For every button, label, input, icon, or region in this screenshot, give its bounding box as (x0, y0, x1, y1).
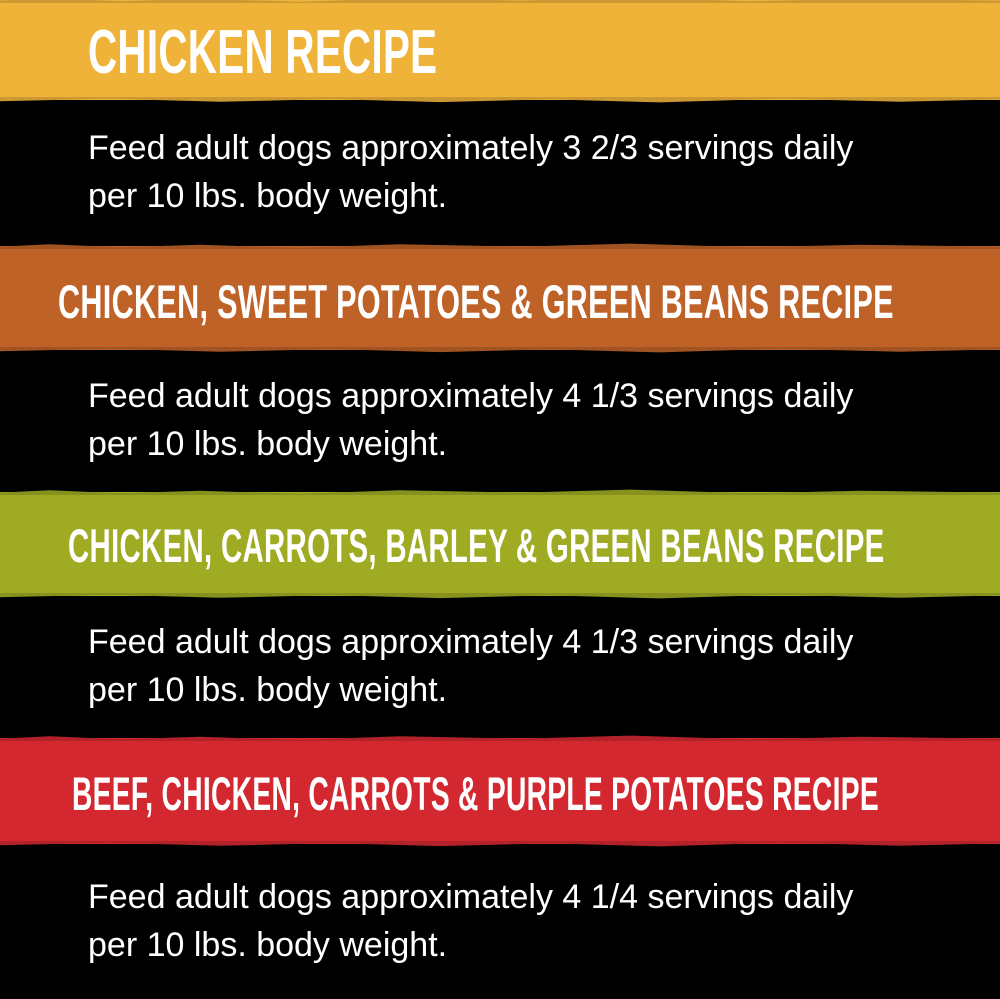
sweet-potatoes-recipe-banner: CHICKEN, SWEET POTATOES & GREEN BEANS RE… (0, 246, 1000, 350)
chicken-recipe-banner: CHICKEN RECIPE (0, 0, 1000, 100)
feeding-instructions: Feed adult dogs approximately 4 1/3 serv… (88, 372, 853, 468)
feeding-line: Feed adult dogs approximately 4 1/3 serv… (88, 377, 854, 415)
barley-recipe-banner: CHICKEN, CARROTS, BARLEY & GREEN BEANS R… (0, 492, 1000, 596)
recipe-title: CHICKEN RECIPE (88, 18, 438, 87)
feeding-line: Feed adult dogs approximately 3 2/3 serv… (88, 129, 854, 167)
feeding-line: per 10 lbs. body weight. (88, 177, 448, 215)
feeding-line: Feed adult dogs approximately 4 1/3 serv… (88, 623, 854, 661)
feeding-instructions: Feed adult dogs approximately 3 2/3 serv… (88, 124, 853, 220)
recipe-title: CHICKEN, SWEET POTATOES & GREEN BEANS RE… (58, 275, 894, 328)
beef-recipe-banner: BEEF, CHICKEN, CARROTS & PURPLE POTATOES… (0, 738, 1000, 844)
feeding-line: per 10 lbs. body weight. (88, 671, 448, 709)
feeding-line: per 10 lbs. body weight. (88, 425, 448, 463)
feeding-instructions: Feed adult dogs approximately 4 1/4 serv… (88, 873, 853, 969)
feeding-line: per 10 lbs. body weight. (88, 926, 448, 964)
feeding-instructions: Feed adult dogs approximately 4 1/3 serv… (88, 618, 853, 714)
feeding-line: Feed adult dogs approximately 4 1/4 serv… (88, 878, 854, 916)
recipe-title: CHICKEN, CARROTS, BARLEY & GREEN BEANS R… (68, 519, 885, 572)
recipe-title: BEEF, CHICKEN, CARROTS & PURPLE POTATOES… (72, 767, 879, 820)
